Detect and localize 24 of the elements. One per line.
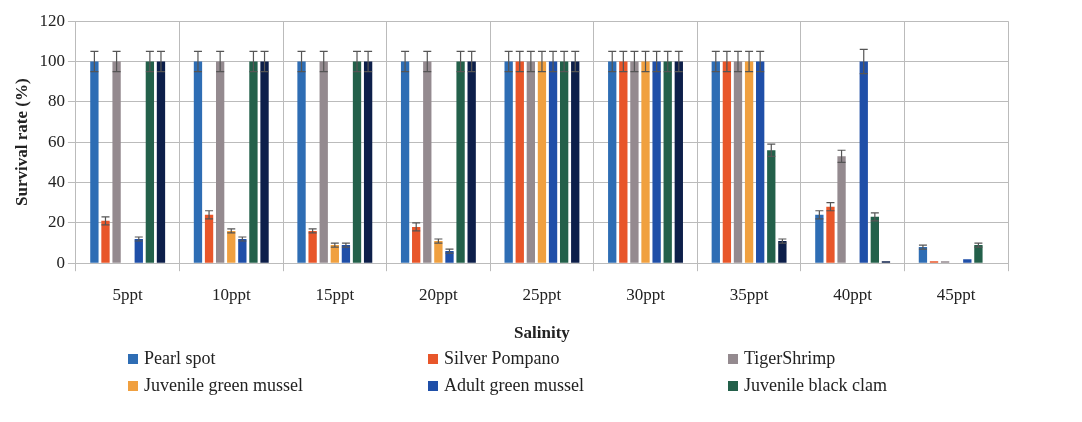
y-tick-label: 80 [47, 91, 65, 111]
legend-label: TigerShrimp [744, 348, 836, 369]
legend-label: Juvenile green mussel [144, 375, 303, 396]
y-axis-title: Survival rate (%) [11, 78, 31, 206]
y-tick-label: 120 [39, 10, 65, 30]
y-tick-label: 0 [56, 252, 65, 272]
legend-label: Juvenile black clam [744, 375, 887, 396]
legend-label: Pearl spot [144, 348, 216, 369]
y-tick-label: 40 [47, 172, 65, 191]
y-tick-label: 100 [39, 51, 65, 70]
x-tick-label: 30ppt [626, 284, 666, 304]
y-tick-label: 20 [47, 212, 65, 232]
x-axis-title: Salinity [514, 323, 571, 343]
x-tick-label: 40ppt [833, 284, 873, 304]
x-tick-label: 25ppt [522, 284, 562, 304]
y-tick-label: 60 [47, 131, 65, 151]
x-tick-label: 10ppt [211, 284, 251, 304]
x-tick-label: 20ppt [419, 284, 459, 304]
x-tick-label: 35ppt [729, 284, 769, 304]
legend-label: Silver Pompano [444, 348, 560, 369]
x-tick-label: 5ppt [112, 284, 144, 304]
x-tick-label: 45ppt [936, 284, 976, 304]
legend-label: Adult green mussel [444, 375, 584, 396]
x-tick-label: 15ppt [315, 284, 355, 304]
